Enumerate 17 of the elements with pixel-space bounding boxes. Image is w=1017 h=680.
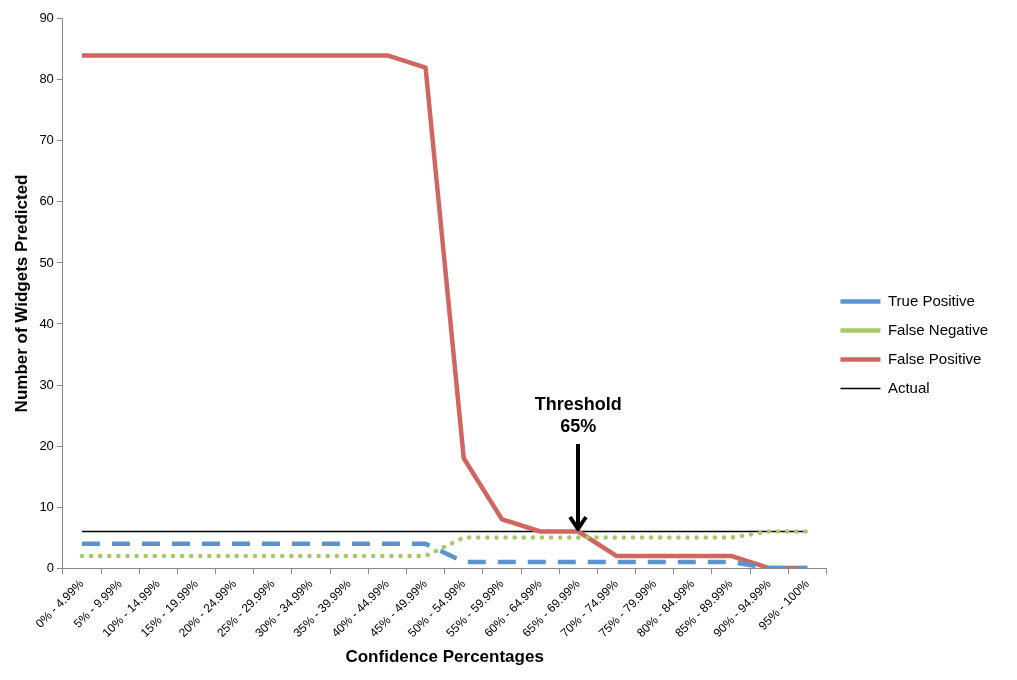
legend-label: True Positive [887,291,975,309]
y-tick-label: 20 [39,437,54,453]
y-tick-label: 70 [39,132,54,148]
y-tick-label: 50 [39,254,54,270]
legend-label: False Positive [887,349,982,367]
y-tick-label: 30 [39,376,54,392]
y-tick-label: 60 [39,193,54,209]
y-tick-label: 40 [39,315,54,331]
x-axis-title: Confidence Percentages [345,647,544,667]
y-tick-label: 0 [46,559,54,575]
legend-label: False Negative [887,320,989,338]
y-tick-label: 10 [39,498,54,514]
annotation: Threshold 65% [534,394,622,437]
y-axis-title: Number of Widgets Predicted [11,174,31,413]
legend-label: Actual [887,378,930,396]
y-tick-label: 80 [39,71,54,87]
y-tick-label: 90 [39,10,54,26]
